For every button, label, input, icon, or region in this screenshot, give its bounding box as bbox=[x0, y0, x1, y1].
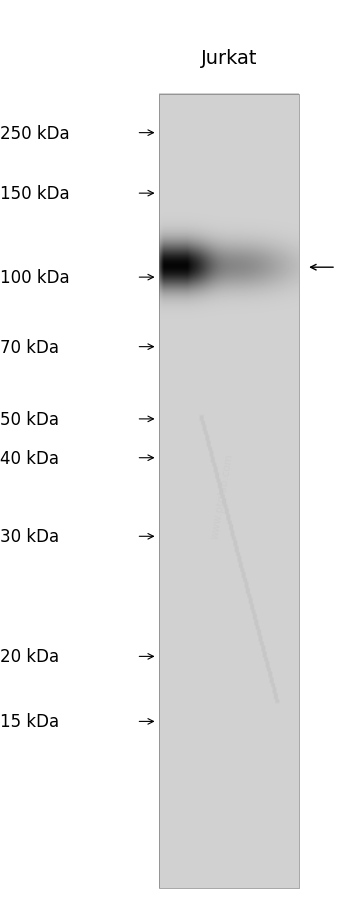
Text: 30 kDa: 30 kDa bbox=[0, 528, 59, 546]
Text: 100 kDa: 100 kDa bbox=[0, 269, 70, 287]
Text: 15 kDa: 15 kDa bbox=[0, 713, 59, 731]
Text: 70 kDa: 70 kDa bbox=[0, 338, 59, 356]
Bar bbox=[159, 95, 299, 888]
Text: 20 kDa: 20 kDa bbox=[0, 648, 59, 666]
Text: Jurkat: Jurkat bbox=[201, 49, 258, 69]
Text: 50 kDa: 50 kDa bbox=[0, 410, 59, 428]
Text: 40 kDa: 40 kDa bbox=[0, 449, 59, 467]
Text: 250 kDa: 250 kDa bbox=[0, 124, 70, 143]
Text: www.ptglab.com: www.ptglab.com bbox=[210, 453, 235, 539]
Text: 150 kDa: 150 kDa bbox=[0, 185, 70, 203]
